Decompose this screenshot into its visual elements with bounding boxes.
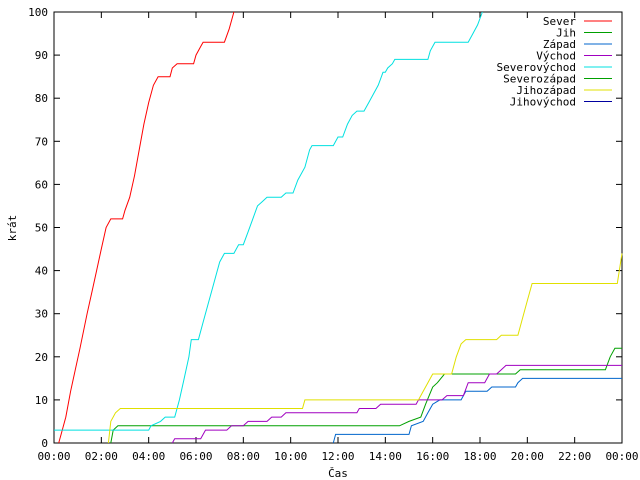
x-tick-label: 00:00: [37, 450, 70, 463]
x-tick-label: 10:00: [274, 450, 307, 463]
series-line: [171, 364, 622, 444]
x-tick-label: 00:00: [605, 450, 638, 463]
y-tick-label: 0: [41, 437, 48, 450]
y-tick-label: 80: [35, 92, 48, 105]
legend: SeverJihZápadVýchodSeverovýchodSeverozáp…: [497, 15, 612, 109]
y-tick-label: 40: [35, 265, 48, 278]
y-tick-label: 60: [35, 178, 48, 191]
series-line: [54, 11, 483, 431]
legend-label: Východ: [536, 50, 576, 63]
y-tick-label: 90: [35, 49, 48, 62]
x-tick-label: 12:00: [321, 450, 354, 463]
series-line: [58, 11, 235, 444]
series-line: [107, 253, 623, 444]
legend-label: Severozápad: [503, 73, 576, 86]
y-tick-label: 30: [35, 308, 48, 321]
x-tick-label: 22:00: [558, 450, 591, 463]
legend-label: Jihovýchod: [510, 96, 576, 109]
x-tick-label: 02:00: [85, 450, 118, 463]
axis-ticks: 0 10 20 30 40 50 60 70 80 90 100 00:00 02:00 04:00 06:…: [28, 6, 638, 463]
x-tick-label: 04:00: [132, 450, 165, 463]
legend-label: Jih: [556, 27, 576, 40]
x-tick-label: 20:00: [511, 450, 544, 463]
y-tick-label: 20: [35, 351, 48, 364]
x-tick-label: 16:00: [416, 450, 449, 463]
x-tick-label: 08:00: [227, 450, 260, 463]
y-tick-label: 10: [35, 394, 48, 407]
x-tick-label: 18:00: [463, 450, 496, 463]
y-axis-label: krát: [6, 215, 19, 242]
legend-label: Severovýchod: [497, 61, 576, 74]
legend-label: Sever: [543, 15, 576, 28]
legend-label: Jihozápad: [516, 84, 576, 97]
series-line: [110, 347, 622, 444]
y-tick-label: 100: [28, 6, 48, 19]
x-tick-label: 14:00: [369, 450, 402, 463]
y-tick-label: 70: [35, 135, 48, 148]
y-tick-label: 50: [35, 222, 48, 235]
series-line: [332, 377, 622, 444]
x-tick-label: 06:00: [179, 450, 212, 463]
legend-label: Západ: [543, 38, 576, 51]
series-layer: [54, 11, 623, 444]
x-axis-label: Čas: [328, 467, 348, 480]
